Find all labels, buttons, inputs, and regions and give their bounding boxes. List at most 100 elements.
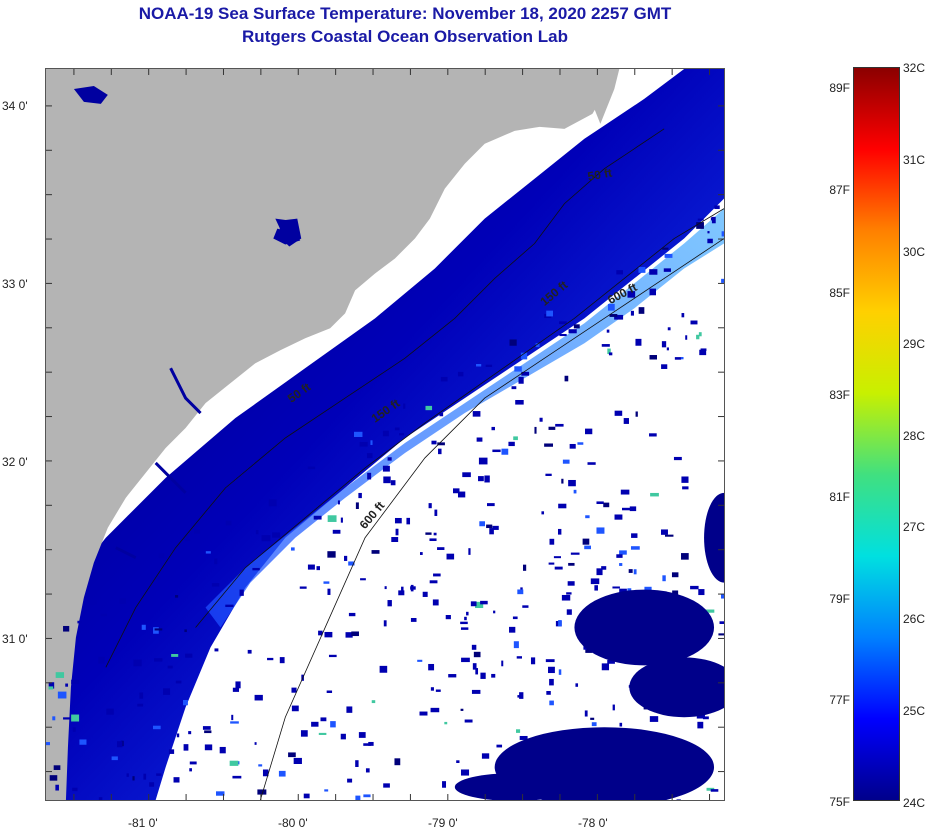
sst-pixel (478, 476, 484, 482)
lat-label-31: 31 0' (2, 632, 28, 646)
sst-pixel (340, 733, 346, 740)
sst-pixel (345, 632, 353, 638)
sst-pixel (585, 515, 590, 519)
sst-pixel (291, 705, 299, 712)
sst-pixel (307, 466, 316, 470)
sst-pixel (202, 726, 211, 730)
sst-pixel (478, 457, 488, 465)
map-subtitle: Rutgers Coastal Ocean Observation Lab (242, 27, 568, 46)
cold-water-patch (629, 657, 724, 718)
sst-pixel (558, 620, 562, 627)
sst-pixel (431, 440, 437, 445)
sst-pixel (638, 307, 645, 314)
sst-pixel (661, 364, 668, 369)
sst-pixel (681, 553, 689, 560)
sst-pixel (702, 716, 709, 720)
sst-pixel (461, 657, 470, 663)
sst-pixel (584, 710, 588, 717)
sst-pixel (696, 222, 704, 229)
sst-pixel (612, 586, 620, 589)
sst-pixel (247, 649, 252, 654)
sst-pixel (318, 732, 327, 735)
sst-pixel (492, 449, 501, 453)
sst-pixel (609, 314, 618, 317)
sst-pixel (635, 338, 642, 346)
sst-pixel (65, 683, 69, 687)
sst-pixel (518, 376, 524, 384)
cold-water-patch (704, 492, 724, 583)
sst-pixel (568, 329, 577, 334)
sst-pixel (672, 590, 679, 596)
sst-pixel (480, 672, 486, 679)
sst-pixel (522, 564, 527, 571)
sst-pixel (106, 708, 114, 715)
sst-pixel (252, 567, 260, 571)
sst-pixel (55, 672, 65, 678)
sst-pixel (619, 588, 627, 593)
sst-pixel (690, 585, 699, 590)
sst-pixel (591, 722, 597, 727)
sst-pixel (666, 347, 669, 351)
sst-pixel (363, 794, 371, 798)
sst-pixel (519, 735, 528, 740)
sst-pixel (570, 552, 580, 555)
sst-pixel (649, 355, 657, 360)
sst-pixel (517, 695, 520, 698)
sst-pixel (616, 554, 623, 558)
land-mass (46, 69, 620, 800)
sst-pixel (330, 721, 336, 728)
sst-pixel (682, 486, 689, 490)
sst-pixel (690, 320, 698, 325)
sst-pixel (620, 489, 630, 495)
sst-pixel (219, 746, 226, 754)
sst-pixel (492, 525, 499, 530)
sst-pixel (575, 683, 579, 687)
sst-pixel (707, 231, 710, 234)
sst-pixel (363, 743, 371, 746)
sst-pixel (698, 332, 702, 337)
sst-pixel (705, 609, 715, 613)
sst-pixel (320, 717, 327, 722)
sst-pixel (167, 665, 173, 669)
sst-pixel (607, 348, 611, 355)
sst-pixel (442, 781, 447, 788)
sst-pixel (696, 334, 700, 340)
sst-pixel (464, 719, 473, 723)
sst-pixel (72, 787, 78, 792)
sst-pixel (515, 399, 524, 405)
sst-pixel (231, 714, 234, 721)
sst-pixel (359, 441, 368, 447)
sst-pixel (384, 586, 387, 590)
colorbar-c-31: 31C (903, 153, 926, 167)
sst-pixel (355, 502, 359, 509)
sst-pixel (685, 335, 688, 340)
sst-pixel (564, 375, 569, 382)
sst-map[interactable]: 50 ft 150 ft 600 ft 50 ft 150 ft 600 ft (45, 68, 725, 801)
sst-pixel (98, 656, 105, 664)
sst-pixel (699, 349, 707, 356)
sst-pixel (171, 653, 179, 657)
sst-pixel (601, 566, 607, 570)
sst-pixel (444, 721, 448, 725)
lat-label-33: 33 0' (2, 277, 28, 291)
sst-pixel (697, 721, 704, 729)
sst-pixel (288, 752, 296, 758)
sst-pixel (278, 770, 286, 777)
sst-pixel (475, 601, 484, 609)
sst-pixel (460, 708, 464, 711)
temperature-colorbar (853, 67, 900, 801)
lat-label-34: 34 0' (2, 99, 28, 113)
sst-pixel (332, 529, 341, 534)
sst-pixel (549, 700, 554, 706)
sst-pixel (239, 589, 244, 596)
contour-50ft (105, 128, 665, 668)
river-estuary (115, 367, 202, 560)
sst-pixel (491, 673, 496, 678)
colorbar-f-81: 81F (829, 490, 850, 504)
sst-pixel (584, 545, 591, 550)
sst-pixel (417, 659, 423, 662)
sst-pixel (460, 769, 470, 776)
sst-pixel (267, 657, 274, 661)
sst-pixel (511, 386, 517, 390)
colorbar-c-28: 28C (903, 429, 926, 443)
